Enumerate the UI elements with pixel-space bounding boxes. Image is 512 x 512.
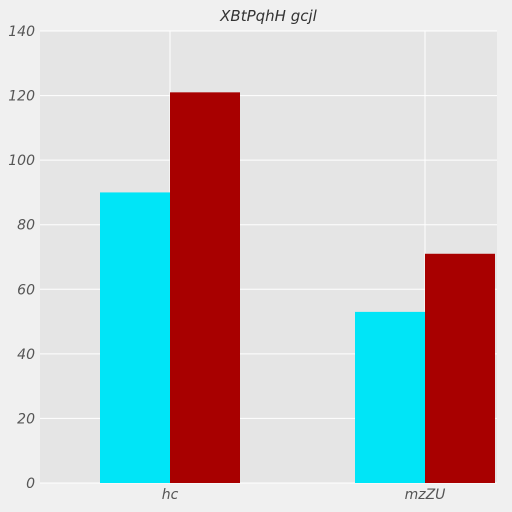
bar-mzZU-series-2 (425, 254, 495, 483)
y-tick-label: 40 (17, 347, 35, 363)
chart-title: XBtPqhH gcjl (219, 7, 318, 25)
y-tick-label: 80 (17, 218, 35, 234)
y-tick-label: 120 (8, 89, 35, 105)
y-tick-label: 60 (17, 282, 35, 298)
y-axis-ticks: 0 20 40 60 80 100 120 140 (8, 24, 35, 492)
x-axis-ticks: hc mzZU (162, 487, 446, 503)
x-tick-label: hc (162, 487, 179, 503)
bar-mzZU-series-1 (355, 312, 425, 483)
bar-hc-series-1 (100, 192, 170, 483)
y-tick-label: 100 (8, 153, 35, 169)
bar-hc-series-2 (170, 92, 240, 483)
y-tick-label: 20 (17, 411, 35, 427)
y-tick-label: 0 (26, 476, 35, 492)
y-tick-label: 140 (8, 24, 35, 40)
x-tick-label: mzZU (405, 487, 446, 503)
